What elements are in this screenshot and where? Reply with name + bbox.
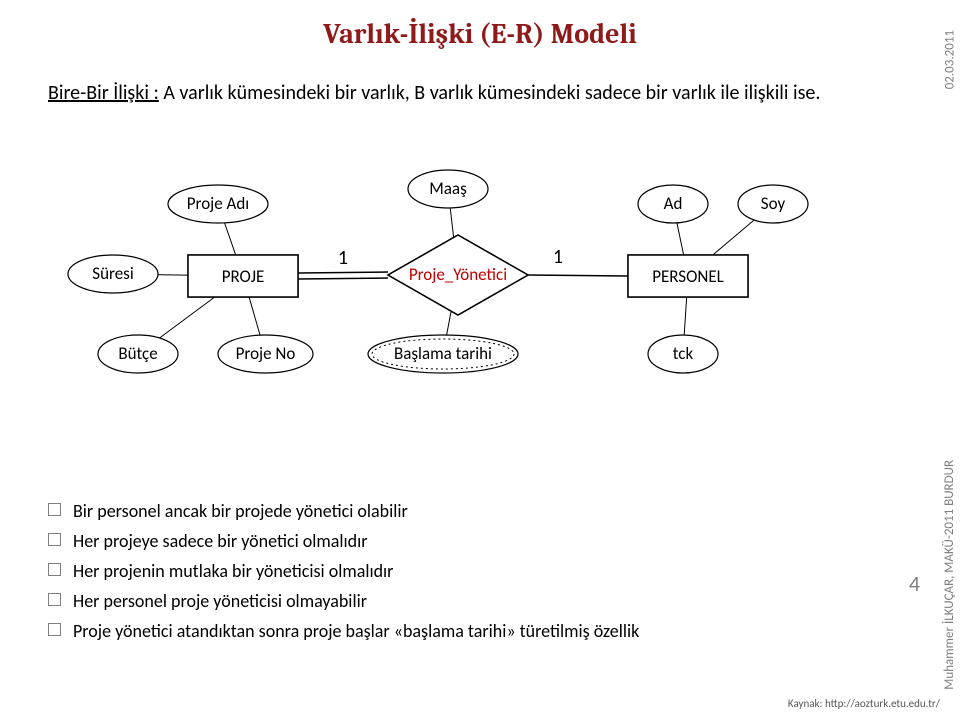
bullet-marker (48, 623, 61, 636)
svg-text:Bütçe: Bütçe (118, 343, 157, 364)
bullet-text: Her projenin mutlaka bir yöneticisi olma… (73, 560, 393, 582)
bullet-item: Her personel proje yöneticisi olmayabili… (48, 590, 840, 612)
date-vertical: 02.03.2011 (942, 30, 957, 89)
bullet-text: Her projeye sadece bir yönetici olmalıdı… (73, 530, 368, 552)
page-title: Varlık-İlişki (E-R) Modeli (0, 18, 960, 50)
source-line: Kaynak: http://aozturk.etu.edu.tr/ (788, 697, 940, 710)
bullet-marker (48, 533, 61, 546)
credit-vertical: Muhammer İLKUÇAR, MAKÜ-2011 BURDUR (942, 460, 957, 690)
svg-text:PROJE: PROJE (222, 266, 265, 287)
svg-text:Süresi: Süresi (92, 263, 133, 284)
bullet-item: Her projenin mutlaka bir yöneticisi olma… (48, 560, 840, 582)
bullet-marker (48, 563, 61, 576)
bullet-item: Her projeye sadece bir yönetici olmalıdı… (48, 530, 840, 552)
svg-text:Başlama tarihi: Başlama tarihi (394, 343, 492, 364)
bullet-text: Her personel proje yöneticisi olmayabili… (73, 590, 367, 612)
svg-text:Ad: Ad (664, 193, 683, 214)
svg-text:tck: tck (673, 343, 694, 364)
svg-text:Proje Adı: Proje Adı (187, 193, 249, 214)
svg-text:Proje No: Proje No (236, 343, 296, 364)
bullet-marker (48, 593, 61, 606)
svg-text:Maaş: Maaş (429, 178, 467, 199)
bullet-list: Bir personel ancak bir projede yönetici … (48, 500, 840, 650)
svg-text:1: 1 (338, 246, 348, 270)
svg-text:PERSONEL: PERSONEL (652, 266, 724, 287)
subtitle: Bire-Bir İlişki : A varlık kümesindeki b… (48, 80, 870, 106)
svg-text:Proje_Yönetici: Proje_Yönetici (409, 264, 507, 285)
er-diagram: PROJE PERSONEL Proje_Yönetici 1 1 Süresi Proje… (48, 160, 868, 480)
svg-text:1: 1 (553, 245, 563, 269)
bullet-text: Bir personel ancak bir projede yönetici … (73, 500, 408, 522)
bullet-item: Proje yönetici atandıktan sonra proje ba… (48, 620, 840, 642)
bullet-marker (48, 503, 61, 516)
subtitle-text: A varlık kümesindeki bir varlık, B varlı… (159, 81, 821, 105)
page-number: 4 (909, 570, 920, 597)
svg-text:Soy: Soy (761, 193, 786, 214)
bullet-text: Proje yönetici atandıktan sonra proje ba… (73, 620, 639, 642)
bullet-item: Bir personel ancak bir projede yönetici … (48, 500, 840, 522)
subtitle-label: Bire-Bir İlişki : (48, 81, 159, 105)
